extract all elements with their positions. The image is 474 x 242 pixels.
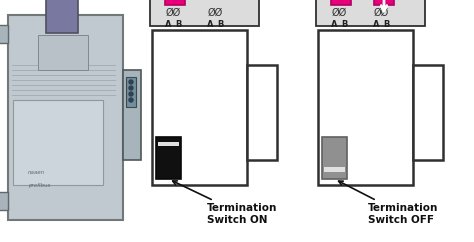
Circle shape [129, 80, 133, 84]
Bar [318, 30, 413, 185]
Bar [324, 167, 345, 172]
Text: A: A [373, 20, 379, 29]
Text: ØØ: ØØ [165, 8, 181, 18]
Bar [374, 0, 394, 5]
Text: ØØ: ØØ [331, 8, 346, 18]
Text: Termination
Switch OFF: Termination Switch OFF [338, 181, 438, 225]
Bar [331, 0, 351, 5]
Bar [150, 0, 259, 26]
Circle shape [129, 92, 133, 96]
Bar [156, 137, 181, 179]
Circle shape [129, 98, 133, 102]
Text: Termination
Switch ON: Termination Switch ON [173, 181, 277, 225]
Bar [152, 30, 247, 185]
Text: B: B [175, 20, 181, 29]
Bar [316, 0, 425, 26]
Text: ØØ: ØØ [374, 8, 389, 18]
Bar [322, 137, 347, 179]
Bar [413, 65, 443, 160]
Bar [13, 100, 103, 185]
Text: B: B [217, 20, 223, 29]
Text: A: A [165, 20, 171, 29]
Bar [123, 70, 141, 160]
Bar [165, 0, 185, 5]
Text: profibus: profibus [28, 182, 50, 188]
Text: A: A [207, 20, 213, 29]
Bar [8, 15, 123, 220]
Text: A: A [331, 20, 337, 29]
Text: Cable
Input: Cable Input [0, 241, 1, 242]
Text: B: B [341, 20, 347, 29]
Text: naaen: naaen [28, 171, 45, 175]
Bar [38, 35, 88, 70]
Bar [46, 0, 78, 33]
Text: ØØ: ØØ [207, 8, 223, 18]
Text: Use Only
the Input: Use Only the Input [0, 241, 1, 242]
Circle shape [129, 86, 133, 90]
Bar [158, 142, 179, 146]
Text: B: B [383, 20, 389, 29]
Bar [0, 25, 8, 43]
Bar [247, 65, 277, 160]
Bar [0, 192, 8, 210]
Bar [126, 77, 136, 107]
Text: Cable
Output: Cable Output [0, 241, 1, 242]
